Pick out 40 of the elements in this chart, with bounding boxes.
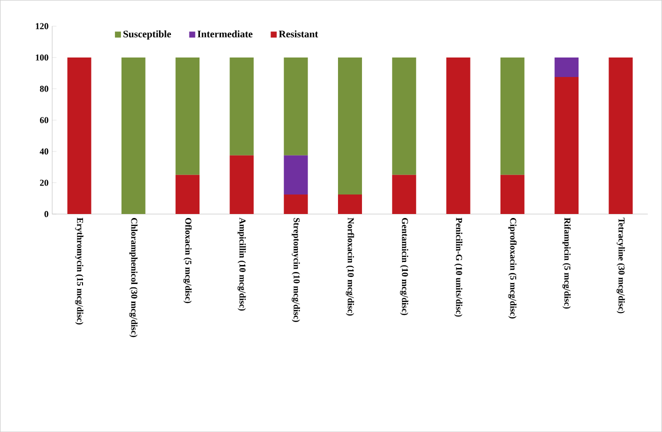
bar <box>230 155 254 214</box>
x-tick-label: Penicilin-G (10 units/disc) <box>454 218 462 317</box>
bar <box>554 77 579 214</box>
x-tick-label: Rifampicin (5 mcg/disc) <box>562 218 571 309</box>
x-tick-label: Norfloxacin (10 mcg/disc) <box>346 218 354 316</box>
y-tick-label: 60 <box>40 117 48 124</box>
bar <box>121 57 146 214</box>
bar <box>338 194 362 214</box>
y-tick-label: 120 <box>36 23 48 30</box>
x-tick-label: Erythromycin (15 mcg/disc) <box>75 218 84 324</box>
x-tick-label: Ofloxacin (5 mcg/disc) <box>183 218 192 304</box>
bar <box>500 57 524 175</box>
bar <box>176 57 200 175</box>
x-tick-label: Tetracyline (30 mcg/disc) <box>616 218 625 314</box>
legend-label: Resistant <box>278 30 318 38</box>
x-tick-label: Ampicillin (10 mcg/disc) <box>238 218 246 311</box>
legend-label: Intermediate <box>198 30 252 38</box>
bar <box>284 194 308 214</box>
bar <box>284 155 308 194</box>
bar <box>67 57 92 214</box>
bar <box>500 174 524 214</box>
legend-label: Susceptible <box>123 30 171 40</box>
x-tick-label: Streptomycin (10 mcg/disc) <box>292 218 300 322</box>
y-tick-label: 80 <box>40 86 48 92</box>
x-tick-label: Gentamicin (10 mcg/disc) <box>400 218 408 316</box>
y-tick-label: 20 <box>40 180 48 186</box>
bar <box>608 57 633 214</box>
x-tick-label: Ciprofloxacin (5 mcg/disc) <box>508 218 517 318</box>
bar <box>338 57 362 194</box>
bar <box>392 174 416 214</box>
bar <box>230 57 254 156</box>
bar <box>284 57 308 156</box>
bar <box>446 57 470 214</box>
bar <box>176 174 200 214</box>
bar <box>392 57 416 175</box>
y-tick-label: 0 <box>44 210 48 218</box>
bar <box>554 57 579 77</box>
x-tick-label: Chloramphenicol (30 mcg/disc) <box>129 218 138 338</box>
y-tick-label: 40 <box>40 148 48 154</box>
y-tick-label: 100 <box>36 54 48 60</box>
